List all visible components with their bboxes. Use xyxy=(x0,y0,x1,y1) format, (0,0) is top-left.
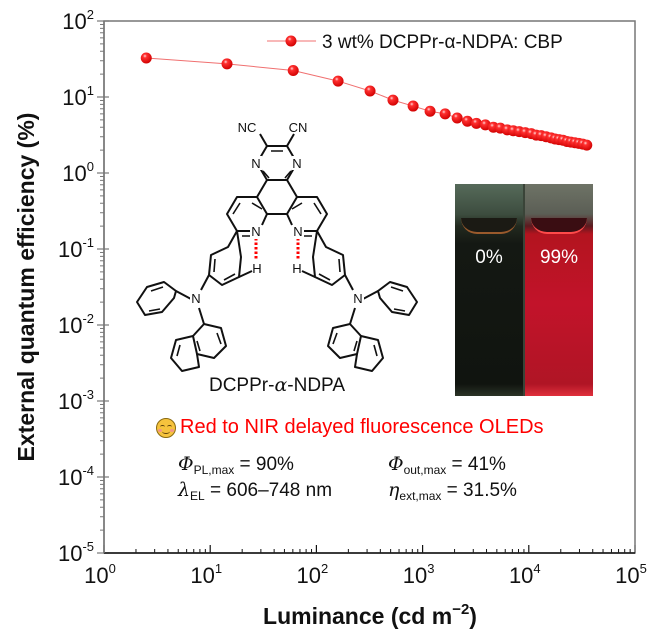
headline: Red to NIR delayed fluorescence OLEDs xyxy=(156,416,544,439)
data-point xyxy=(424,105,436,117)
bond xyxy=(208,230,242,286)
ch-bond xyxy=(301,270,316,278)
atom-bg xyxy=(292,225,304,239)
data-point xyxy=(221,58,233,70)
data-point xyxy=(287,65,299,77)
bond xyxy=(256,179,298,215)
double-bond xyxy=(318,258,341,281)
phenyl-ring xyxy=(377,281,418,316)
metric-phi-out: Φout,max = 41% xyxy=(388,453,506,477)
n-label: N xyxy=(292,156,301,171)
x-tick-labels: 100 101 102 103 104 105 xyxy=(84,561,647,588)
double-bond xyxy=(291,202,322,237)
double-bond xyxy=(332,332,378,357)
data-point xyxy=(439,108,451,120)
data-point xyxy=(332,75,344,87)
n-label: N xyxy=(251,224,260,239)
data-point xyxy=(407,100,419,112)
data-point xyxy=(364,85,376,97)
y-tick-label: 102 xyxy=(62,7,94,34)
y-tick-label: 10-3 xyxy=(58,387,94,414)
n-label: N xyxy=(293,224,302,239)
double-bond xyxy=(232,202,263,237)
bond xyxy=(226,196,268,232)
naphthyl-ring xyxy=(170,335,200,372)
vial-meniscus xyxy=(461,218,517,234)
hydrogen-bond xyxy=(254,238,300,260)
x-tick-label: 103 xyxy=(403,561,435,588)
h-label: H xyxy=(292,261,301,276)
atom-bg xyxy=(250,225,262,239)
bond xyxy=(256,145,298,164)
vial-meniscus xyxy=(531,218,587,234)
series-3wt-dcppr-ndpa xyxy=(140,52,593,151)
y-tick-labels: 102 101 100 10-1 10-2 10-3 10-4 10-5 xyxy=(58,7,94,566)
n-label: N xyxy=(353,291,362,306)
n-label: N xyxy=(251,156,260,171)
data-point xyxy=(581,139,593,151)
double-bond xyxy=(390,286,406,312)
y-tick-label: 10-1 xyxy=(58,235,94,262)
legend-marker xyxy=(285,35,297,47)
x-tick-label: 102 xyxy=(297,561,329,588)
bond xyxy=(200,274,210,291)
double-bond xyxy=(213,258,236,281)
vial-photo: 0% 99% xyxy=(455,184,593,396)
legend-label: 3 wt% DCPPr-α-NDPA: CBP xyxy=(322,32,563,53)
bond xyxy=(312,230,346,286)
h-label: H xyxy=(252,261,261,276)
y-tick-label: 10-2 xyxy=(58,311,94,338)
data-point xyxy=(461,115,473,127)
naphthyl-ring xyxy=(327,323,362,359)
bond xyxy=(344,274,354,291)
legend: 3 wt% DCPPr-α-NDPA: CBP xyxy=(267,32,563,53)
y-tick-label: 100 xyxy=(62,159,94,186)
x-tick-label: 105 xyxy=(615,561,647,588)
y-tick-label: 101 xyxy=(62,83,94,110)
x-axis-title: Luminance (cd m−2) xyxy=(263,601,477,629)
data-point xyxy=(451,112,463,124)
phenyl-ring xyxy=(136,281,177,316)
y-axis-title: External quantum efficiency (%) xyxy=(13,113,39,462)
naphthyl-ring xyxy=(354,335,384,372)
metric-eta-ext: ηext,max = 31.5% xyxy=(388,479,517,503)
vial-label-right: 99% xyxy=(539,247,579,268)
vial-0-percent: 0% xyxy=(455,184,523,396)
molecule-name: DCPPr-α-NDPA xyxy=(209,374,345,396)
double-bond xyxy=(176,332,222,357)
vial-99-percent: 99% xyxy=(525,184,593,396)
molecule-structure xyxy=(136,133,418,372)
x-tick-label: 104 xyxy=(509,561,541,588)
bond xyxy=(256,162,298,181)
double-bond xyxy=(262,150,292,179)
ch-bond xyxy=(238,270,253,278)
bond xyxy=(349,290,379,325)
metric-lambda-el: λEL = 606–748 nm xyxy=(178,479,333,503)
x-tick-label: 101 xyxy=(190,561,222,588)
data-point xyxy=(387,94,399,106)
data-point xyxy=(470,117,482,129)
naphthyl-ring xyxy=(192,323,227,359)
x-tick-label: 100 xyxy=(84,561,116,588)
atom-bg xyxy=(251,156,262,170)
cyano-bond xyxy=(259,133,295,147)
molecule-labels: NC CN N N N N H H N N DCPPr-α-NDPA xyxy=(190,120,364,396)
nc-label: NC xyxy=(238,120,257,135)
atom-bg xyxy=(292,156,303,170)
bond xyxy=(286,196,328,232)
atom-bg xyxy=(190,291,202,306)
metric-phi-pl: ΦPL,max = 90% xyxy=(178,453,294,477)
y-tick-label: 10-4 xyxy=(58,463,94,490)
data-point xyxy=(140,52,152,64)
double-bond xyxy=(148,286,164,312)
cn-label: CN xyxy=(289,120,308,135)
y-tick-label: 10-5 xyxy=(58,539,94,566)
atom-bg xyxy=(352,291,364,306)
n-label: N xyxy=(191,291,200,306)
headline-text: Red to NIR delayed fluorescence OLEDs xyxy=(180,416,544,438)
smiling-face-icon xyxy=(156,417,176,438)
bond xyxy=(175,290,205,325)
vial-label-left: 0% xyxy=(475,247,503,268)
